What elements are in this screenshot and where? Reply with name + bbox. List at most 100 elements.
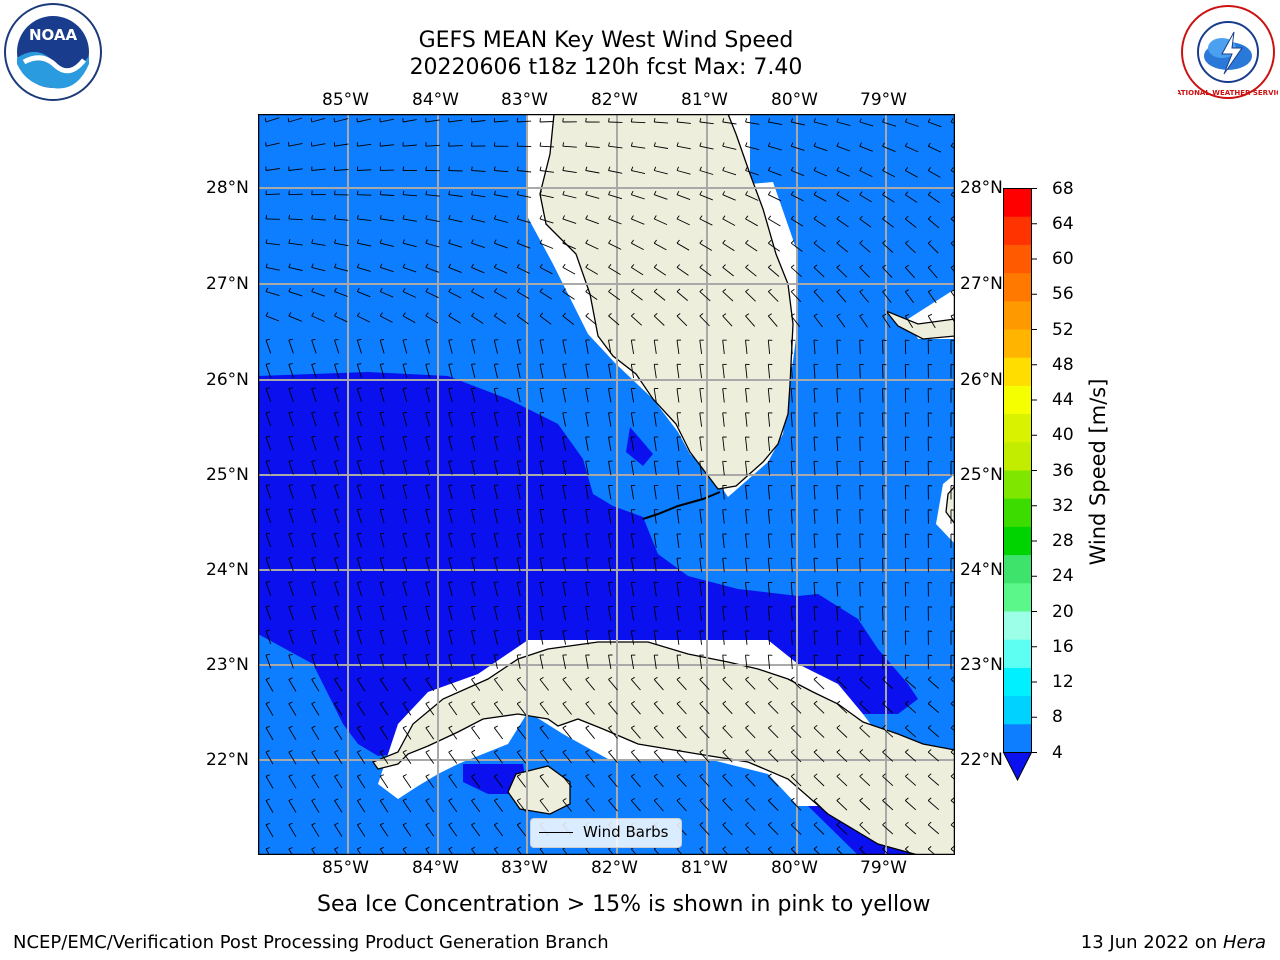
wind-speed-map — [258, 114, 955, 855]
wind-barb-flag — [380, 411, 385, 414]
wind-barb — [471, 776, 481, 788]
wind-barb — [265, 800, 274, 813]
wind-barb — [859, 242, 871, 253]
wind-barb-flag — [608, 676, 613, 680]
wind-barb-flag — [265, 581, 270, 583]
wind-barb — [813, 630, 816, 645]
wind-barb — [950, 727, 955, 732]
wind-barb — [448, 315, 461, 324]
wind-barb-flag — [905, 821, 909, 826]
wind-barb-flag — [927, 773, 932, 777]
wind-barb — [334, 143, 349, 147]
wind-barb — [516, 751, 527, 764]
wind-barb-flag — [653, 797, 658, 801]
wind-barb — [516, 679, 527, 691]
wind-barb-flag — [745, 846, 749, 850]
wind-barb-flag — [562, 117, 564, 123]
wind-barb-flag — [722, 118, 725, 123]
lat-label-right: 22°N — [960, 750, 1003, 770]
wind-barb — [379, 703, 389, 716]
wind-barb-flag — [334, 749, 339, 753]
wind-barb — [745, 170, 759, 176]
wind-barb — [836, 364, 839, 379]
wind-barb-flag — [905, 797, 909, 801]
wind-barb-flag — [402, 339, 408, 341]
wind-barb-flag — [859, 700, 864, 704]
wind-barb — [790, 606, 793, 621]
wind-barb-flag — [905, 509, 910, 511]
wind-barb — [859, 533, 861, 549]
wind-barb — [654, 121, 669, 124]
colorbar-tick-label: 20 — [1052, 601, 1074, 622]
wind-barb-flag — [585, 676, 590, 680]
wind-barb — [768, 145, 782, 151]
wind-barb — [357, 143, 372, 147]
wind-barb — [516, 824, 527, 837]
wind-barb-flag — [380, 822, 384, 826]
wind-barb — [493, 339, 498, 354]
wind-barb — [676, 558, 680, 573]
wind-barb — [493, 751, 504, 764]
wind-barb — [494, 218, 509, 223]
wind-barb-flag — [265, 484, 270, 486]
wind-barb — [471, 436, 476, 451]
wind-barb-flag — [790, 725, 795, 729]
wind-barb-flag — [767, 191, 771, 195]
wind-barb — [471, 339, 476, 354]
wind-barb-flag — [539, 798, 544, 801]
wind-barb — [379, 727, 389, 740]
wind-barb — [859, 485, 861, 500]
wind-barb-flag — [790, 191, 794, 195]
wind-barb — [471, 485, 476, 500]
wind-barb-flag — [357, 749, 362, 753]
wind-barb-flag — [494, 701, 499, 704]
wind-barb-flag — [699, 700, 704, 704]
wind-barb — [882, 194, 895, 203]
wind-barb-flag — [699, 117, 702, 123]
wind-barb-flag — [448, 460, 453, 462]
wind-barb-flag — [813, 700, 818, 704]
wind-barb-flag — [402, 654, 408, 656]
wind-barb-flag — [859, 215, 863, 220]
lon-label-bottom: 84°W — [412, 858, 459, 878]
wind-barb-flag — [516, 846, 521, 850]
wind-barb-flag — [311, 363, 316, 365]
wind-barb — [813, 170, 828, 177]
wind-barb — [402, 218, 417, 222]
wind-barb — [356, 679, 366, 692]
wind-barb-flag — [311, 581, 316, 583]
wind-barb — [653, 703, 664, 715]
wind-barb-flag — [699, 190, 703, 195]
wind-barb — [722, 364, 725, 379]
wind-barb — [562, 582, 567, 597]
wind-barb-flag — [767, 142, 771, 147]
wind-barb-flag — [334, 725, 339, 729]
wind-barb-flag — [265, 798, 270, 801]
wind-barb — [448, 727, 458, 740]
wind-barb — [836, 436, 839, 452]
wind-barb-flag — [699, 313, 704, 317]
wind-barb — [265, 485, 272, 499]
wind-barb — [790, 679, 802, 690]
wind-barb — [699, 606, 703, 621]
wind-barb-flag — [425, 460, 430, 462]
lat-label-left: 24°N — [206, 560, 249, 580]
wind-barb — [311, 291, 326, 297]
wind-barb-flag — [448, 798, 453, 801]
wind-barb-flag — [380, 557, 385, 559]
wind-barb-flag — [699, 773, 704, 777]
wind-barb-flag — [402, 605, 408, 608]
wind-barb — [516, 800, 527, 812]
wind-barb — [448, 630, 453, 645]
wind-barb-flag — [380, 363, 385, 365]
wind-barb — [516, 655, 521, 669]
wind-barb — [380, 194, 395, 196]
wind-barb-flag — [425, 263, 429, 268]
wind-barb — [927, 824, 940, 835]
wind-barb-flag — [425, 339, 430, 341]
wind-barb — [494, 291, 507, 299]
noaa-logo-text: NOAA — [29, 26, 78, 44]
wind-barb-flag — [950, 118, 954, 123]
wind-barb — [676, 364, 680, 379]
wind-barb-flag — [334, 629, 339, 632]
